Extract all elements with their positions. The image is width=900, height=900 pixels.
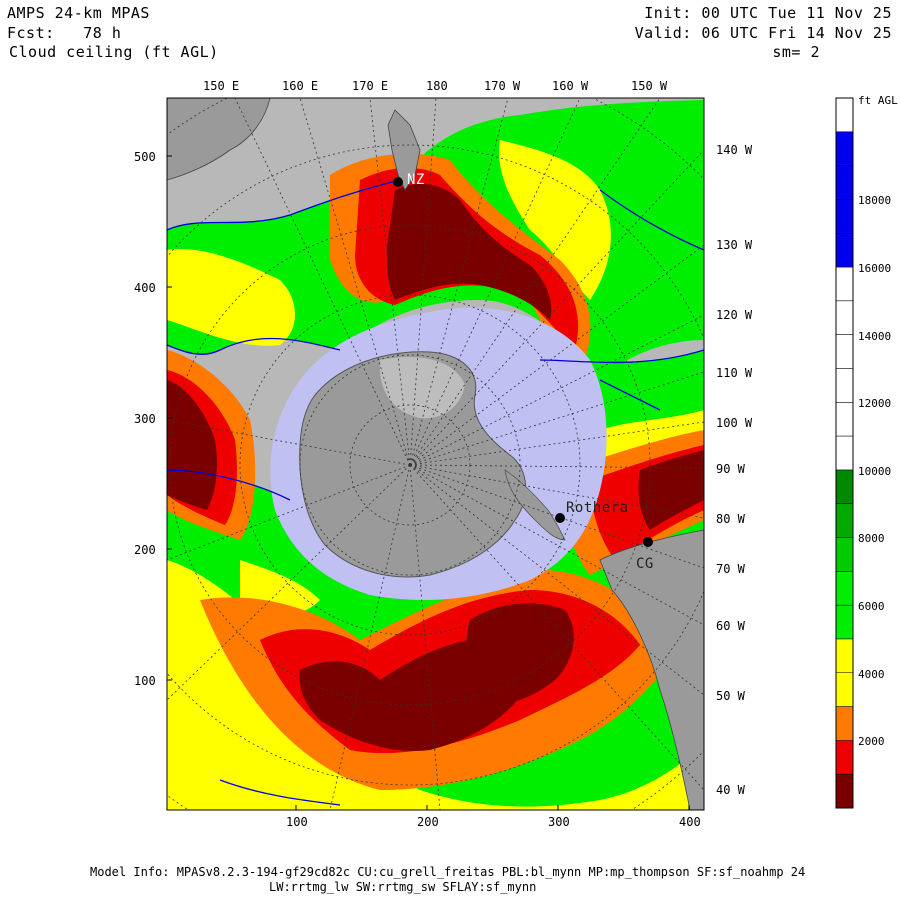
lon-label-top: 170 W xyxy=(484,79,521,93)
colorbar-bin xyxy=(836,503,853,538)
colorbar-frame xyxy=(835,97,854,809)
station-marker-cg xyxy=(643,537,653,547)
y-axis-tick: 500 xyxy=(134,150,156,164)
model-title: AMPS 24-km MPAS xyxy=(7,4,150,22)
lon-label-top: 150 W xyxy=(631,79,668,93)
lon-label-right: 40 W xyxy=(716,783,745,797)
y-axis-tick: 400 xyxy=(134,281,156,295)
station-label-nz: NZ xyxy=(407,172,425,188)
colorbar-label: 12000 xyxy=(858,397,892,410)
model-info-line2: LW:rrtmg_lw SW:rrtmg_sw SFLAY:sf_mynn xyxy=(269,880,537,894)
x-axis-tick: 100 xyxy=(286,815,308,829)
colorbar-bin xyxy=(836,469,853,504)
forecast-hour: Fcst: 78 h xyxy=(7,24,122,42)
map-field xyxy=(167,98,704,810)
lon-label-right: 80 W xyxy=(716,512,745,526)
colorbar-label: 10000 xyxy=(858,465,892,478)
colorbar-bin xyxy=(836,672,853,707)
lon-label-top: 160 W xyxy=(552,79,589,93)
antarctica-plateau xyxy=(379,357,465,419)
lon-label-right: 50 W xyxy=(716,689,745,703)
station-label-cg: CG xyxy=(636,556,654,572)
graticule xyxy=(167,98,704,810)
map-frame xyxy=(166,97,705,811)
new-zealand-land xyxy=(387,109,421,191)
lon-label-right: 140 W xyxy=(716,143,753,157)
colorbar-label: 6000 xyxy=(858,600,885,613)
colorbar-label: 16000 xyxy=(858,262,892,275)
colorbar-label: 4000 xyxy=(858,668,885,681)
lon-label-right: 60 W xyxy=(716,619,745,633)
x-axis-tick: 300 xyxy=(548,815,570,829)
lon-label-right: 110 W xyxy=(716,366,753,380)
y-axis-tick: 200 xyxy=(134,543,156,557)
lon-label-right: 70 W xyxy=(716,562,745,576)
colorbar xyxy=(835,97,854,809)
axis-tick-marks xyxy=(167,155,690,810)
lon-label-top: 150 E xyxy=(203,79,240,93)
station-marker-nz xyxy=(393,177,403,187)
colorbar-units: ft AGL xyxy=(858,94,898,107)
valid-time: Valid: 06 UTC Fri 14 Nov 25 xyxy=(634,24,892,42)
colorbar-bin xyxy=(836,605,853,639)
station-marker-rothera xyxy=(555,513,565,523)
colorbar-label: 14000 xyxy=(858,330,892,343)
lon-label-right: 90 W xyxy=(716,462,745,476)
lon-label-right: 130 W xyxy=(716,238,753,252)
init-time: Init: 00 UTC Tue 11 Nov 25 xyxy=(644,4,892,22)
field-name: Cloud ceiling (ft AGL) xyxy=(9,43,219,61)
lon-label-right: 120 W xyxy=(716,308,753,322)
lon-label-top: 170 E xyxy=(352,79,389,93)
colorbar-bin xyxy=(836,706,853,741)
colorbar-bin xyxy=(836,740,853,775)
lon-label-right: 100 W xyxy=(716,416,753,430)
y-axis-tick: 100 xyxy=(134,674,156,688)
lon-label-top: 160 E xyxy=(282,79,319,93)
colorbar-bin xyxy=(836,638,853,673)
model-info-line1: Model Info: MPASv8.2.3-194-gf29cd82c CU:… xyxy=(90,865,806,879)
colorbar-bin xyxy=(836,571,853,606)
colorbar-label: 18000 xyxy=(858,194,892,207)
smoothing-label: sm= 2 xyxy=(772,43,820,61)
colorbar-bin xyxy=(836,98,853,132)
colorbar-label: 2000 xyxy=(858,735,885,748)
x-axis-tick: 400 xyxy=(679,815,701,829)
lon-label-top: 180 xyxy=(426,79,448,93)
antarctic-peninsula xyxy=(504,469,566,541)
colorbar-bin xyxy=(836,774,853,808)
y-axis-tick: 300 xyxy=(134,412,156,426)
colorbar-bin xyxy=(836,537,853,572)
australia-land xyxy=(167,98,271,181)
contour-lines xyxy=(167,179,704,806)
x-axis-tick: 200 xyxy=(417,815,439,829)
colorbar-label: 8000 xyxy=(858,532,885,545)
station-label-rothera: Rothera xyxy=(566,500,629,516)
ceiling-darkred-areas xyxy=(167,183,704,751)
